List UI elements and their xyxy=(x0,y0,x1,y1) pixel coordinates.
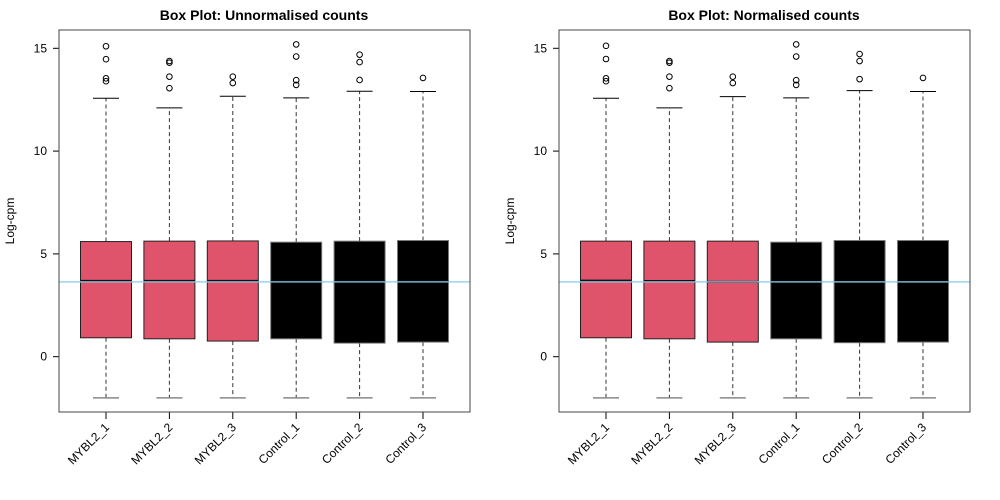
x-tick-label: Control_3 xyxy=(882,420,929,467)
x-tick-label: MYBL2_3 xyxy=(192,420,239,467)
y-tick-label: 0 xyxy=(40,350,47,364)
box-Control_2 xyxy=(333,51,386,399)
chart-title: Box Plot: Normalised counts xyxy=(668,7,860,23)
outlier-point xyxy=(729,79,737,87)
box-Control_1 xyxy=(770,41,823,399)
box-iqr xyxy=(897,240,949,343)
box-iqr xyxy=(397,240,449,343)
outlier-point xyxy=(666,73,673,80)
box-MYBL2_1 xyxy=(80,42,132,399)
panel-unnormalised: Box Plot: Unnormalised counts Log-cpm 0 5… xyxy=(3,7,471,467)
outlier-point xyxy=(666,84,673,92)
plot-frame xyxy=(58,29,471,413)
box-iqr xyxy=(770,241,823,340)
box-Control_3 xyxy=(397,74,449,399)
outlier-point xyxy=(102,42,110,50)
y-axis-label: Log-cpm xyxy=(3,198,17,245)
x-tick-label: Control_1 xyxy=(256,420,303,467)
outlier-point xyxy=(356,76,363,84)
outlier-point xyxy=(792,41,800,48)
x-tick-label: Control_2 xyxy=(819,420,866,467)
outlier-point xyxy=(166,59,173,66)
outlier-point xyxy=(792,53,800,60)
box-iqr xyxy=(80,241,132,339)
outlier-point xyxy=(602,77,610,85)
box-iqr xyxy=(206,240,259,342)
y-tick-label: 5 xyxy=(40,247,47,261)
outlier-point xyxy=(729,73,737,80)
outlier-point xyxy=(229,73,237,80)
y-axis-label: Log-cpm xyxy=(503,198,517,245)
y-tick-label: 15 xyxy=(534,41,548,55)
y-tick-label: 15 xyxy=(34,41,48,55)
box-iqr xyxy=(333,240,386,344)
outlier-point xyxy=(602,42,610,50)
box-MYBL2_2 xyxy=(643,57,696,399)
outlier-point xyxy=(602,55,610,63)
box-Control_3 xyxy=(897,74,949,399)
x-tick-label: MYBL2_1 xyxy=(565,420,612,467)
x-tick-label: MYBL2_3 xyxy=(692,420,739,467)
y-tick-label: 5 xyxy=(540,247,547,261)
outlier-point xyxy=(419,74,427,82)
outlier-point xyxy=(356,58,363,66)
outlier-point xyxy=(292,53,300,60)
box-iqr xyxy=(143,240,196,340)
x-tick-label: MYBL2_2 xyxy=(628,420,675,467)
outlier-point xyxy=(102,77,110,85)
outlier-point xyxy=(229,79,237,87)
outlier-point xyxy=(792,81,800,89)
outlier-point xyxy=(292,41,300,48)
plot-frame xyxy=(558,29,971,413)
x-tick-label: MYBL2_2 xyxy=(128,420,175,467)
box-iqr xyxy=(706,240,759,343)
outlier-point xyxy=(856,57,863,65)
outlier-point xyxy=(666,59,673,66)
x-tick-label: Control_2 xyxy=(319,420,366,467)
x-tick-label: Control_3 xyxy=(382,420,429,467)
outlier-point xyxy=(292,76,300,84)
outlier-point xyxy=(166,84,173,92)
x-tick-label: MYBL2_1 xyxy=(65,420,112,467)
box-MYBL2_3 xyxy=(706,73,759,399)
outlier-point xyxy=(102,75,110,82)
outlier-point xyxy=(919,74,927,82)
outlier-point xyxy=(856,75,863,83)
y-tick-label: 10 xyxy=(34,144,48,158)
outlier-point xyxy=(166,73,173,80)
panel-normalised: Box Plot: Normalised counts Log-cpm 0 5 10… xyxy=(503,7,971,467)
box-iqr xyxy=(643,240,696,340)
outlier-point xyxy=(602,75,610,82)
box-iqr xyxy=(833,240,886,344)
box-Control_1 xyxy=(270,41,323,399)
outlier-point xyxy=(356,51,363,58)
y-tick-label: 0 xyxy=(540,350,547,364)
box-MYBL2_2 xyxy=(143,57,196,399)
box-MYBL2_3 xyxy=(206,73,259,399)
outlier-point xyxy=(856,50,863,58)
box-Control_2 xyxy=(833,50,886,399)
outlier-point xyxy=(292,81,300,89)
y-tick-label: 10 xyxy=(534,144,548,158)
box-MYBL2_1 xyxy=(580,42,632,399)
box-iqr xyxy=(270,241,323,340)
chart-title: Box Plot: Unnormalised counts xyxy=(160,7,369,23)
outlier-point xyxy=(792,76,800,84)
box-iqr xyxy=(580,240,632,339)
x-tick-label: Control_1 xyxy=(756,420,803,467)
outlier-point xyxy=(102,55,110,63)
